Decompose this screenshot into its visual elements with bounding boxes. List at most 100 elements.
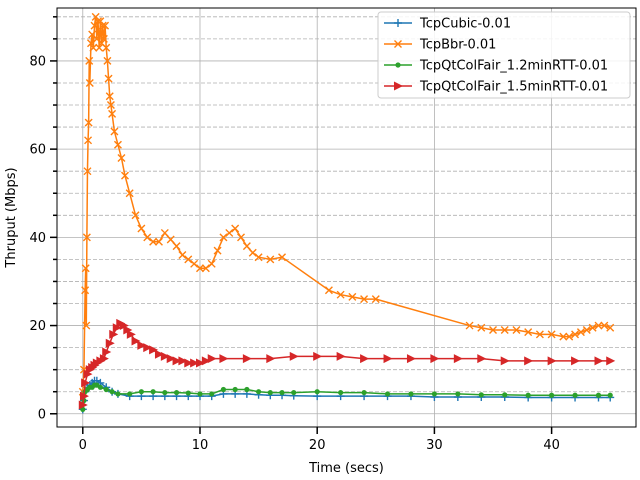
y-tick-label: 60 — [29, 143, 46, 158]
data-point — [324, 286, 333, 295]
data-point — [237, 233, 246, 242]
data-point — [113, 140, 122, 149]
data-point — [166, 354, 176, 364]
data-point — [172, 242, 181, 251]
data-point — [83, 369, 93, 379]
data-point — [406, 354, 416, 364]
data-point — [455, 391, 461, 397]
x-tick-label: 40 — [543, 438, 560, 453]
legend-swatch-marker — [394, 81, 403, 91]
data-point — [112, 323, 122, 333]
data-point — [154, 237, 163, 246]
data-point — [384, 391, 391, 397]
data-point — [109, 329, 119, 339]
data-point — [102, 347, 112, 357]
data-point — [120, 171, 129, 180]
data-point — [606, 356, 616, 366]
data-point — [336, 290, 345, 299]
data-point — [149, 345, 159, 355]
data-point — [242, 242, 251, 251]
data-point — [201, 356, 211, 366]
data-point — [207, 354, 217, 364]
legend-entry: TcpQtColFair_1.2minRTT-0.01 — [419, 59, 608, 74]
data-point — [547, 330, 556, 339]
legend-swatch-marker — [395, 62, 401, 68]
data-point — [103, 386, 109, 393]
x-tick-label: 0 — [79, 438, 87, 453]
legend-entry: TcpCubic-0.01 — [419, 17, 511, 32]
data-point — [383, 354, 393, 364]
data-point — [103, 56, 112, 65]
data-point — [248, 248, 257, 257]
legend-swatch-marker — [394, 19, 402, 27]
data-point — [489, 325, 498, 334]
data-point — [184, 255, 193, 264]
x-tick-label: 20 — [309, 438, 326, 453]
legend-box — [377, 11, 631, 99]
x-tick-label: 10 — [192, 438, 209, 453]
data-point — [190, 358, 200, 368]
data-point — [279, 389, 285, 396]
y-tick-label: 0 — [38, 407, 46, 422]
y-tick-label: 80 — [29, 54, 46, 69]
data-point — [565, 332, 574, 341]
data-point — [571, 330, 580, 339]
data-point — [361, 389, 367, 396]
data-point — [219, 233, 228, 242]
data-point — [289, 351, 299, 361]
data-point — [197, 391, 203, 397]
data-point — [606, 323, 615, 332]
data-point — [607, 392, 613, 398]
data-point — [549, 392, 555, 398]
data-point — [524, 328, 533, 337]
data-point — [123, 325, 133, 335]
data-point — [225, 228, 234, 237]
data-point — [86, 39, 95, 48]
data-point — [267, 389, 273, 396]
data-point — [478, 392, 484, 398]
data-point — [102, 43, 111, 52]
data-point — [195, 358, 205, 368]
data-point — [78, 400, 88, 410]
data-point — [98, 21, 107, 30]
axis-ticks: 0 20 40 60 80 0 10 20 30 40 — [29, 16, 560, 453]
series-layer — [78, 12, 616, 414]
data-point — [524, 356, 534, 366]
data-point — [190, 259, 199, 268]
data-point — [131, 211, 140, 220]
data-point — [173, 389, 180, 396]
data-point — [149, 237, 158, 246]
data-point — [572, 392, 578, 398]
data-point — [131, 336, 141, 346]
data-point — [81, 264, 90, 273]
x-tick-label: 30 — [426, 438, 443, 453]
data-point — [371, 295, 380, 304]
data-point — [594, 321, 603, 330]
data-point — [588, 323, 597, 332]
data-point — [178, 356, 188, 366]
data-point — [82, 233, 91, 242]
data-point — [244, 386, 250, 393]
data-point — [535, 330, 544, 339]
data-point — [172, 356, 182, 366]
data-point — [453, 354, 463, 364]
legend-entry: TcpBbr-0.01 — [419, 38, 496, 53]
data-point — [162, 389, 168, 396]
data-point — [336, 351, 346, 361]
y-tick-label: 20 — [29, 319, 46, 334]
data-point — [105, 338, 115, 348]
data-point — [360, 295, 369, 304]
series-3 — [78, 318, 616, 410]
data-point — [178, 250, 187, 259]
data-point — [117, 153, 126, 162]
data-point — [81, 378, 91, 388]
data-point — [82, 321, 91, 330]
legend: TcpCubic-0.01 TcpBbr-0.01 TcpQtColFair_1.2… — [377, 11, 631, 99]
data-point — [525, 392, 531, 398]
data-point — [559, 332, 568, 341]
data-point — [231, 224, 240, 233]
data-point — [213, 246, 222, 255]
data-point — [576, 328, 585, 337]
data-point — [502, 392, 508, 398]
